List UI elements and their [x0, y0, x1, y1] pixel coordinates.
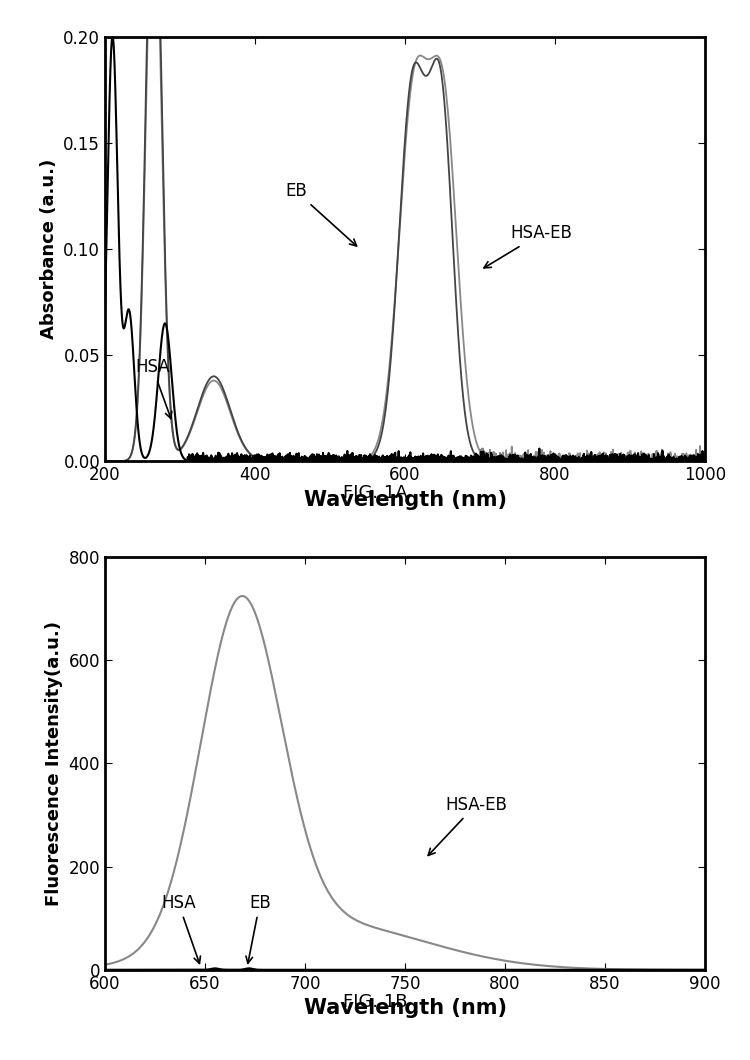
X-axis label: Wavelength (nm): Wavelength (nm)	[304, 490, 506, 510]
Text: FIG. 1B: FIG. 1B	[343, 993, 407, 1010]
Text: HSA: HSA	[161, 894, 200, 964]
Text: HSA-EB: HSA-EB	[484, 225, 572, 268]
Text: FIG. 1A: FIG. 1A	[343, 484, 407, 501]
Text: EB: EB	[285, 182, 356, 246]
Text: HSA-EB: HSA-EB	[428, 796, 507, 855]
Text: EB: EB	[246, 894, 271, 964]
Text: HSA: HSA	[135, 358, 172, 419]
X-axis label: Wavelength (nm): Wavelength (nm)	[304, 999, 506, 1019]
Y-axis label: Fluorescence Intensity(a.u.): Fluorescence Intensity(a.u.)	[45, 621, 63, 905]
Y-axis label: Absorbance (a.u.): Absorbance (a.u.)	[40, 159, 58, 339]
